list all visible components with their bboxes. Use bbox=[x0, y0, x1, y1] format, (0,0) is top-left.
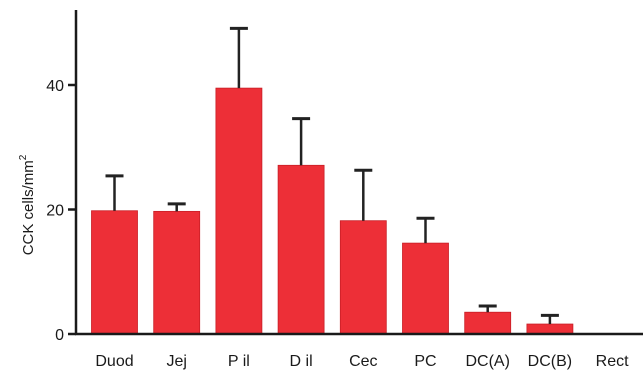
y-ticks: 0 20 40 bbox=[46, 78, 76, 344]
axes bbox=[74, 10, 643, 336]
bar-7 bbox=[526, 323, 574, 335]
x-tick-label-4: Cec bbox=[349, 353, 377, 370]
y-axis-label-text: CCK cells/mm bbox=[20, 160, 37, 255]
y-axis-label-superscript: 2 bbox=[18, 154, 29, 160]
x-tick-label-5: PC bbox=[414, 353, 436, 370]
y-tick-label-1: 20 bbox=[46, 203, 64, 220]
x-tick-label-3: D il bbox=[290, 353, 313, 370]
bar-5 bbox=[402, 242, 449, 335]
y-tick-label-0: 0 bbox=[55, 327, 64, 344]
bars bbox=[91, 26, 574, 335]
x-tick-label-8: Rect bbox=[596, 353, 629, 370]
y-axis-label: CCK cells/mm2 bbox=[18, 154, 37, 255]
bar-0 bbox=[91, 210, 138, 335]
x-tick-label-0: Duod bbox=[95, 353, 133, 370]
bar-2 bbox=[215, 87, 263, 335]
bar-4 bbox=[339, 220, 387, 335]
x-tick-label-6: DC(A) bbox=[465, 353, 509, 370]
bar-1 bbox=[153, 210, 201, 335]
x-tick-label-2: P il bbox=[228, 353, 250, 370]
x-tick-labels: Duod Jej P il D il Cec PC DC(A) DC(B) Rect bbox=[95, 353, 629, 370]
x-tick-label-1: Jej bbox=[166, 353, 186, 370]
bar-3 bbox=[277, 164, 325, 335]
x-tick-label-7: DC(B) bbox=[528, 353, 572, 370]
y-tick-label-2: 40 bbox=[46, 78, 64, 95]
bar-6 bbox=[464, 311, 512, 335]
